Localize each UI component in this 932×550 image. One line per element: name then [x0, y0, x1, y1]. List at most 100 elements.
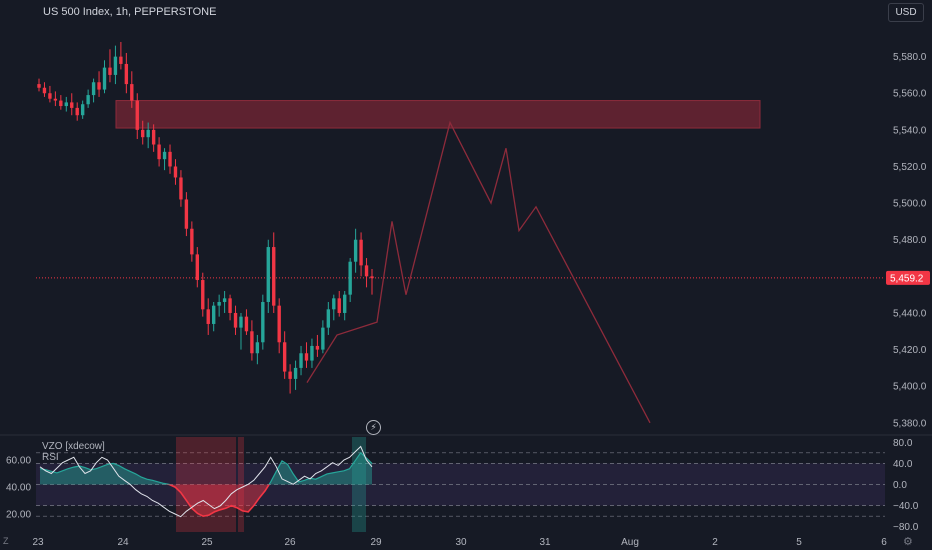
price-tick-label: 5,480.0: [893, 235, 927, 246]
candle-body: [206, 309, 210, 324]
candle-body: [53, 98, 58, 101]
candle-body: [75, 107, 79, 116]
candlestick-series: [37, 41, 374, 394]
candle-body: [332, 298, 336, 310]
rsi-tick-label: 20.00: [6, 510, 31, 521]
candle-body: [162, 151, 167, 160]
candle-body: [266, 247, 270, 302]
rsi-tick-label: 60.00: [6, 456, 31, 467]
last-price-tag: 5,459.2: [886, 270, 930, 285]
time-axis: 23 24 25 26 29 30 31 Aug 2 5 6: [32, 537, 887, 548]
candle-body: [64, 102, 68, 107]
candle-body: [173, 166, 178, 178]
candle-body: [86, 95, 90, 105]
candle-body: [124, 63, 129, 85]
candle-body: [233, 312, 238, 328]
candle-body: [250, 331, 254, 354]
indicator-tick-label: 40.0: [893, 459, 913, 470]
candle-body: [168, 151, 172, 167]
last-price-label: 5,459.2: [890, 273, 924, 284]
vzo-line-down: [165, 484, 271, 518]
candle-body: [119, 56, 123, 64]
candle-body: [293, 367, 298, 379]
candle-body: [272, 247, 276, 306]
candle-body: [157, 144, 161, 160]
candle-body: [217, 301, 221, 306]
candle-body: [48, 93, 52, 99]
chart-title: US 500 Index, 1h, PEPPERSTONE: [43, 6, 217, 18]
vzo-line-up: [39, 451, 373, 485]
candle-body: [113, 56, 118, 75]
candle-body: [359, 239, 363, 266]
candle-body: [59, 100, 63, 107]
candle-body: [42, 87, 47, 94]
candle-body: [299, 353, 303, 368]
indicator-tick-label: 0.0: [893, 480, 907, 491]
time-tick-label: 25: [201, 537, 213, 548]
price-tick-label: 5,440.0: [893, 308, 927, 319]
candle-body: [190, 228, 194, 255]
indicator-tick-label: −80.0: [893, 522, 919, 533]
candle-body: [343, 294, 347, 313]
time-tick-label: 24: [117, 537, 129, 548]
price-tick-label: 5,400.0: [893, 382, 927, 393]
candle-body: [310, 345, 314, 361]
projection-path: [306, 120, 651, 424]
candle-body: [184, 199, 189, 229]
candle-body: [244, 316, 249, 332]
candle-body: [195, 254, 200, 281]
price-tick-label: 5,520.0: [893, 162, 927, 173]
indicator-legend: VZO [xdecow] RSI: [42, 441, 105, 463]
price-tick-label: 5,420.0: [893, 345, 927, 356]
candle-body: [239, 316, 243, 328]
candle-body: [337, 298, 341, 313]
candle-body: [146, 129, 150, 138]
time-tick-label: 6: [881, 537, 887, 548]
candle-body: [277, 305, 281, 343]
currency-selector[interactable]: USD: [888, 3, 924, 22]
time-tick-label: 5: [796, 537, 802, 548]
candle-body: [37, 84, 41, 88]
candle-body: [222, 298, 227, 302]
candle-body: [370, 276, 374, 279]
candle-body: [288, 371, 292, 379]
candle-body: [130, 84, 134, 101]
candle-body: [326, 309, 331, 328]
rsi-label: RSI: [42, 452, 59, 463]
candle-body: [304, 353, 309, 361]
time-tick-label: Aug: [621, 537, 639, 548]
candle-body: [102, 67, 107, 90]
gear-icon[interactable]: ⚙: [903, 536, 913, 548]
candle-body: [108, 67, 112, 75]
candle-body: [315, 345, 320, 350]
time-tick-label: 31: [539, 537, 551, 548]
candle-body: [179, 177, 183, 200]
price-tick-label: 5,380.0: [893, 418, 927, 429]
lightning-icon[interactable]: ⚡: [366, 420, 381, 435]
candle-body: [353, 239, 358, 262]
candle-body: [141, 129, 145, 138]
vzo-positive-fill: [40, 452, 372, 485]
candle-body: [348, 261, 352, 295]
oversold-highlight: [238, 437, 244, 532]
candle-body: [135, 100, 139, 130]
candle-body: [321, 327, 325, 350]
time-tick-label: 26: [284, 537, 296, 548]
candle-body: [282, 342, 287, 372]
candle-body: [97, 82, 101, 90]
price-tick-label: 5,560.0: [893, 89, 927, 100]
indicator-name: VZO [xdecow]: [42, 441, 105, 452]
price-tick-label: 5,580.0: [893, 52, 927, 63]
candle-body: [228, 298, 232, 313]
indicator-tick-label: −40.0: [893, 501, 919, 512]
rsi-line: [39, 445, 373, 518]
time-tick-label: 29: [370, 537, 382, 548]
resistance-zone[interactable]: [115, 100, 761, 129]
indicator-tick-label: 80.0: [893, 438, 913, 449]
zoom-reset-button[interactable]: Z: [3, 536, 9, 546]
candle-body: [364, 265, 369, 277]
candle-body: [91, 82, 96, 96]
indicator-panel: 80.0 40.0 0.0 −40.0 −80.0 60.00 40.00 20.00: [0, 434, 932, 533]
